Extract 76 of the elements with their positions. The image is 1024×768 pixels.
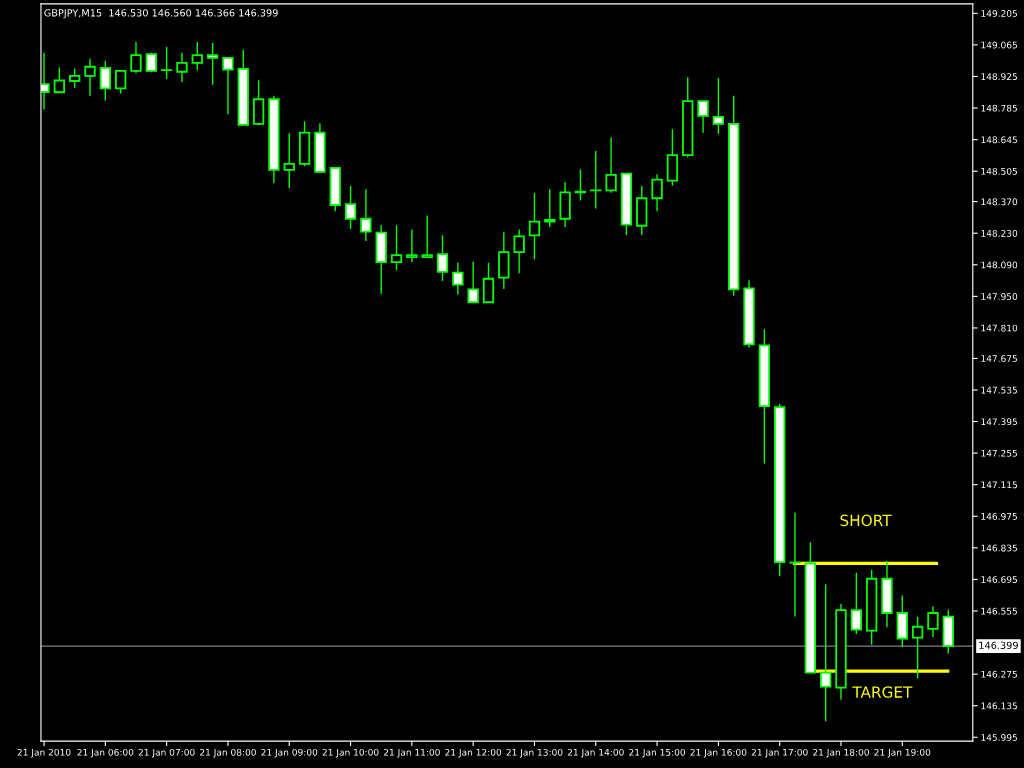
y-tick-label: 148.505 (981, 167, 1017, 175)
candlestick (130, 41, 142, 74)
candlestick (820, 583, 832, 722)
candlestick (605, 136, 617, 194)
candlestick (160, 46, 173, 80)
x-tick-label: 21 Jan 10:00 (322, 748, 379, 758)
y-tick-label: 149.065 (981, 41, 1017, 49)
candlestick (789, 511, 801, 618)
candlestick (528, 192, 541, 261)
y-tick-label: 148.925 (981, 73, 1017, 81)
candlestick (99, 59, 111, 102)
y-tick-label: 146.695 (981, 576, 1017, 583)
x-tick-label: 21 Jan 18:00 (813, 748, 869, 758)
y-tick-label: 147.950 (981, 293, 1018, 300)
candlestick (360, 188, 372, 242)
candlestick (590, 150, 602, 210)
candlestick (421, 214, 433, 259)
text: GBPJPY,M15 146.530 146.560 146.366 146.399 (44, 9, 278, 19)
x-tick-label: 21 Jan 16:00 (690, 748, 747, 758)
candlestick (544, 188, 556, 228)
y-tick-label: 145.995 (981, 734, 1017, 741)
candlestick (513, 228, 525, 274)
candlestick (406, 228, 418, 264)
x-tick-label: 21 Jan 08:00 (200, 748, 256, 758)
candlestick (911, 616, 924, 679)
y-tick-label: 147.255 (981, 449, 1017, 457)
x-tick-label: 21 Jan 06:00 (77, 748, 134, 758)
candlestick (697, 100, 709, 134)
y-tick-label: 146.135 (981, 702, 1017, 710)
candlestick (69, 67, 81, 89)
candlestick (927, 605, 939, 638)
candlestick (222, 57, 234, 116)
y-tick-label: 146.275 (981, 670, 1017, 678)
candlestick (206, 42, 219, 86)
x-tick-label: 21 Jan 11:00 (383, 748, 440, 758)
candlestick (482, 262, 495, 304)
y-tick-label: 148.090 (981, 261, 1018, 269)
candlestick (850, 571, 862, 635)
y-tick-label: 147.115 (981, 481, 1017, 489)
x-tick-label: 21 Jan 2010 (17, 748, 71, 758)
y-tick-label: 147.535 (981, 386, 1017, 394)
candlestick (452, 262, 464, 296)
candlestick (467, 260, 479, 304)
ref-line-label: 146.399 (979, 641, 1018, 649)
y-tick-label: 148.645 (981, 136, 1017, 144)
y-tick-label: 146.835 (981, 544, 1017, 552)
y-tick-label: 146.555 (981, 607, 1017, 615)
candlestick (390, 224, 403, 271)
candlestick (283, 132, 295, 189)
y-tick-label: 147.395 (981, 418, 1017, 426)
x-tick-label: 21 Jan 12:00 (445, 748, 502, 758)
candlestick (712, 77, 725, 135)
candlestick (115, 69, 127, 95)
x-tick-label: 21 Jan 19:00 (874, 748, 931, 758)
x-tick-label: 21 Jan 17:00 (751, 748, 808, 758)
x-tick-label: 21 Jan 13:00 (506, 748, 563, 758)
y-tick-label: 146.975 (981, 512, 1017, 520)
x-tick-label: 21 Jan 07:00 (138, 748, 195, 758)
candlestick (651, 173, 663, 213)
y-tick-label: 149.205 (981, 10, 1017, 17)
y-tick-label: 148.370 (981, 198, 1018, 206)
candlestick (436, 234, 449, 282)
y-tick-label: 147.675 (981, 355, 1017, 362)
y-tick-label: 148.785 (981, 104, 1017, 112)
annotation: SHORT (840, 514, 892, 527)
annotation: TARGET (852, 686, 913, 698)
candlestick (191, 41, 203, 71)
y-tick-label: 148.230 (981, 229, 1018, 237)
y-tick-label: 147.810 (981, 324, 1018, 332)
x-tick-label: 21 Jan 09:00 (261, 748, 318, 758)
candlestick (176, 52, 188, 83)
x-tick-label: 21 Jan 15:00 (629, 748, 686, 758)
candlestick (53, 66, 66, 94)
candlestick (344, 185, 357, 230)
candlestick (84, 57, 96, 97)
x-tick-label: 21 Jan 14:00 (567, 748, 624, 758)
